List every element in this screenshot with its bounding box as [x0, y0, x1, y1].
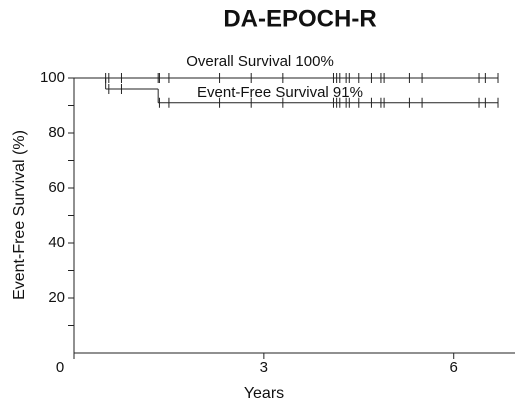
- y-axis-label: Event-Free Survival (%): [11, 130, 28, 300]
- x-tick-label: 6: [450, 359, 458, 376]
- series-label: Event-Free Survival 91%: [197, 84, 363, 101]
- series-label: Overall Survival 100%: [186, 53, 334, 70]
- y-tick-label: 60: [48, 179, 65, 196]
- y-tick-label: 20: [48, 289, 65, 306]
- x-tick-label: 0: [56, 359, 64, 376]
- x-tick-label: 3: [260, 359, 268, 376]
- chart-title: DA-EPOCH-R: [223, 5, 376, 32]
- y-tick-label: 80: [48, 124, 65, 141]
- x-axis-label: Years: [244, 385, 284, 402]
- y-tick-label: 100: [40, 69, 65, 86]
- y-tick-label: 40: [48, 234, 65, 251]
